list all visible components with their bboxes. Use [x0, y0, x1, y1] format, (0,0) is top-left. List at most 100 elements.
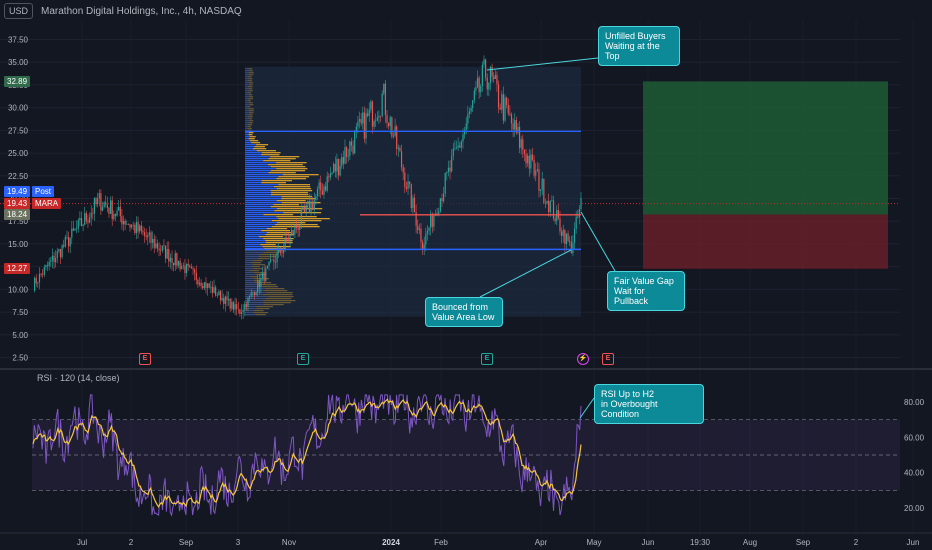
profile-bar-sell [252, 148, 267, 150]
profile-bar-sell [256, 308, 270, 310]
candle-body [546, 200, 548, 204]
profile-bar-buy [245, 116, 248, 118]
x-tick-label: Sep [179, 538, 194, 547]
candle-body [433, 215, 435, 227]
profile-bar-sell [270, 170, 306, 172]
candle-body [145, 235, 147, 238]
leader-rsi [579, 397, 595, 419]
callout-leaders [479, 57, 616, 419]
candle-body [386, 114, 388, 123]
profile-bar-sell [256, 306, 273, 308]
profile-bar-sell [254, 282, 272, 284]
candle-body [211, 286, 214, 293]
y-tick-label: 15.00 [8, 240, 29, 249]
profile-bar-buy [245, 178, 277, 180]
candle-body [46, 265, 49, 266]
profile-bar-buy [245, 158, 269, 160]
profile-bar-buy [245, 110, 249, 112]
candle-body [153, 238, 155, 248]
candle-body [321, 190, 323, 195]
candle-body [518, 127, 521, 148]
candle-body [268, 261, 270, 266]
price-tag-stop: 12.27 [4, 263, 31, 274]
candle-body [142, 230, 144, 233]
volume-profile [245, 66, 581, 317]
profile-bar-buy [245, 98, 249, 100]
candle-body [402, 167, 404, 173]
profile-bar-buy [245, 264, 253, 266]
candle-body [497, 84, 500, 108]
candle-body [43, 267, 45, 275]
candle-body [71, 228, 73, 238]
split-event-icon[interactable]: ⚡ [577, 353, 589, 365]
candle-body [347, 155, 349, 157]
candle-body [85, 213, 87, 221]
leader-bounced [479, 249, 572, 298]
callout-rsi[interactable]: RSI Up to H2 in Overbought Condition [594, 384, 704, 424]
profile-bar-sell [248, 114, 253, 116]
candle-body [42, 274, 44, 275]
profile-bar-sell [247, 116, 253, 118]
callout-unfilled-buyers[interactable]: Unfilled Buyers Waiting at the Top [598, 26, 680, 66]
callout-fair-value-gap[interactable]: Fair Value Gap Wait for Pullback [607, 271, 685, 311]
profile-bar-buy [245, 240, 266, 242]
y-tick-label: 2.50 [12, 354, 28, 363]
profile-bar-buy [245, 192, 272, 194]
profile-bar-buy [245, 308, 257, 310]
candle-body [100, 193, 102, 211]
candle-body [37, 282, 39, 284]
candle-body [143, 232, 146, 236]
price-tag-last: 19.43 [4, 198, 31, 209]
candle-body [507, 104, 509, 114]
candle-body [543, 178, 545, 204]
candle-body [152, 238, 154, 243]
candle-body [279, 247, 281, 253]
candle-body [451, 156, 453, 172]
x-tick-label: Jun [907, 538, 920, 547]
profile-bar-buy [245, 254, 260, 256]
callout-bounced[interactable]: Bounced from Value Area Low [425, 297, 503, 327]
candle-body [459, 145, 461, 148]
candle-body [192, 268, 194, 270]
candle-body [522, 139, 524, 150]
profile-bar-buy [245, 174, 283, 176]
profile-bar-buy [245, 134, 249, 136]
earnings-event-icon[interactable]: E [481, 353, 493, 365]
profile-bar-buy [245, 222, 278, 224]
profile-bar-sell [266, 232, 291, 234]
earnings-event-icon[interactable]: E [297, 353, 309, 365]
candle-body [124, 220, 126, 225]
candle-body [69, 237, 71, 247]
profile-bar-sell [248, 72, 254, 74]
candle-body [215, 287, 217, 296]
currency-badge[interactable]: USD [4, 3, 34, 19]
profile-bar-buy [245, 148, 253, 150]
candle-body [48, 261, 50, 266]
candle-body [182, 265, 184, 267]
earnings-event-icon[interactable]: E [602, 353, 614, 365]
volume-profile-range [245, 66, 581, 317]
profile-bar-sell [255, 313, 266, 316]
rsi-pane [32, 394, 900, 517]
profile-bar-buy [245, 246, 263, 248]
profile-bar-sell [263, 302, 291, 304]
candle-body [80, 218, 83, 227]
profile-bar-buy [245, 230, 262, 232]
profile-bar-sell [260, 244, 276, 246]
profile-bar-sell [276, 188, 312, 190]
candle-body [148, 232, 150, 236]
candle-body [341, 157, 343, 166]
profile-bar-buy [245, 68, 249, 70]
earnings-event-icon[interactable]: E [139, 353, 151, 365]
profile-bar-sell [266, 228, 288, 230]
candle-body [339, 165, 341, 176]
candle-body [475, 87, 477, 91]
profile-bar-sell [248, 68, 253, 70]
profile-bar-sell [253, 311, 269, 314]
profile-bar-buy [245, 252, 264, 254]
x-tick-label: Aug [743, 538, 757, 547]
candle-body [493, 76, 495, 79]
candle-body [266, 265, 268, 269]
profile-bar-sell [250, 262, 262, 264]
candle-body [166, 249, 168, 259]
